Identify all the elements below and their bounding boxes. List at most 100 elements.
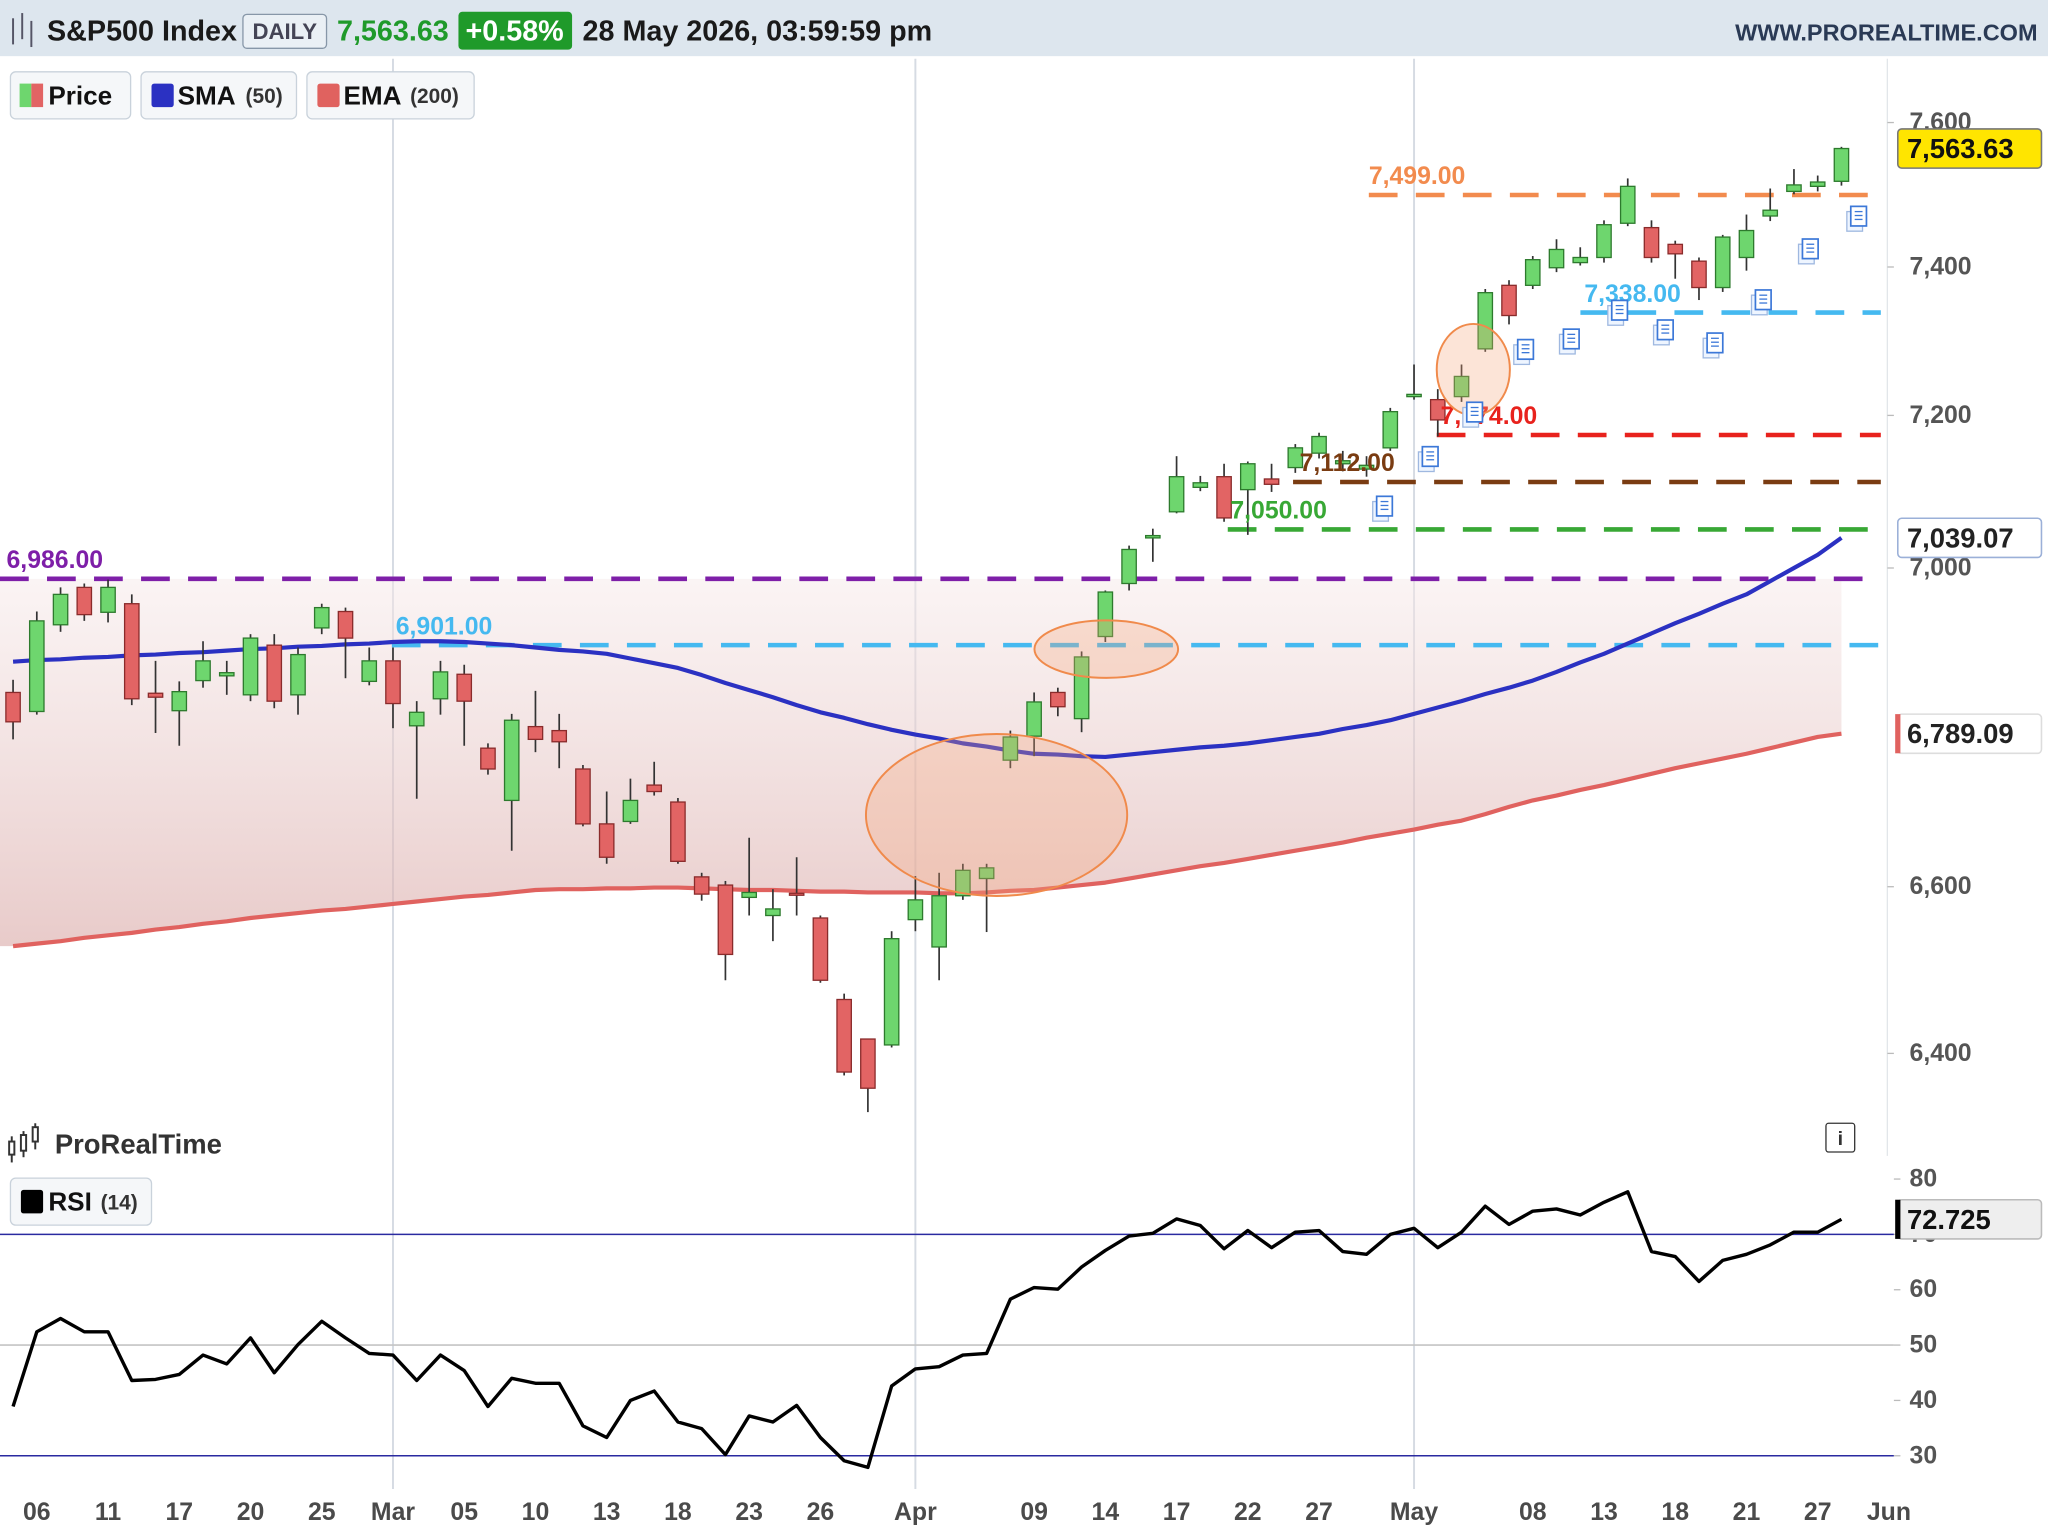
candle-body (1097, 591, 1114, 638)
cloud (0, 578, 1842, 947)
candle-body (907, 899, 924, 921)
candle-body (1548, 248, 1565, 269)
candle-body (52, 593, 69, 626)
candle-body (1809, 181, 1826, 188)
candle-body (931, 895, 947, 948)
candle-body (456, 673, 473, 702)
x-tick-label: 17 (1163, 1499, 1191, 1526)
candle-body (1358, 464, 1375, 470)
last-value-bar (1895, 1199, 1901, 1239)
candle-body (290, 653, 306, 696)
candle-body (432, 671, 449, 700)
candle-body (218, 672, 235, 677)
level-label: 6,901.00 (396, 613, 493, 640)
legend-button[interactable] (306, 71, 475, 120)
indicator-line (12, 536, 1843, 760)
legend-label: EMA (344, 80, 402, 110)
candle-body (812, 917, 829, 981)
legend-param: (14) (101, 1191, 138, 1214)
candle-body (860, 1038, 876, 1089)
y-tick-label: 7,200 (1910, 402, 1972, 429)
last-value-label: 72.725 (1907, 1204, 1991, 1235)
candle-body (1168, 476, 1185, 513)
candle-body (76, 586, 93, 616)
instrument: S&P500 Index (47, 15, 237, 47)
x-tick-label: 08 (1519, 1499, 1547, 1526)
y-tick-label: 7,400 (1910, 253, 1972, 280)
x-tick-label: 23 (735, 1499, 763, 1526)
legend-swatch (151, 83, 174, 108)
annotations: 6,986.00 6,901.00 7,050.00 7,112.00 7,174.00… (7, 163, 1868, 897)
candle-body (1572, 256, 1589, 264)
x-tick-label: 13 (593, 1499, 621, 1526)
change-box (458, 11, 573, 50)
news-icon (1558, 328, 1580, 355)
legend-swatch (31, 83, 44, 108)
period-box (242, 13, 328, 49)
x-tick-label: Jun (1867, 1499, 1911, 1526)
y-tick-label: 7,000 (1910, 554, 1972, 581)
last-price: 7,563.63 (337, 15, 449, 47)
candles (5, 146, 1850, 1113)
news-icon (1417, 445, 1439, 473)
candle-body (1453, 375, 1470, 398)
candle-body (385, 660, 401, 705)
datetime: 28 May 2026, 03:59:59 pm (583, 15, 933, 47)
candle-body (28, 620, 45, 713)
annotation-ellipse (1033, 619, 1180, 679)
candle-body (883, 938, 900, 1046)
y-tick-label: 80 (1910, 1166, 1938, 1193)
candle-body (1596, 224, 1612, 259)
candle-body (1477, 292, 1494, 350)
legend-param: (50) (246, 85, 283, 108)
candle-body (788, 892, 805, 896)
x-tick-label: 09 (1020, 1499, 1048, 1526)
y-tick-label: 60 (1910, 1276, 1938, 1303)
candle-body (1691, 260, 1707, 289)
candle-body (955, 869, 971, 897)
legend-swatch (317, 83, 340, 108)
candle-body (5, 691, 21, 723)
candle-body (1239, 463, 1256, 491)
last-value-label: 7,563.63 (1907, 133, 2014, 164)
legend-param: (200) (410, 85, 459, 108)
news-icon-page (1754, 289, 1772, 311)
levels (0, 192, 1881, 648)
x-tick-label: 11 (95, 1499, 121, 1526)
candle-body (717, 884, 734, 956)
legend-swatch (20, 1189, 44, 1214)
legend: Price SMA (50) EMA (200) (9, 71, 475, 120)
y-tick-label: 50 (1910, 1332, 1938, 1359)
candle-body (1144, 534, 1161, 539)
candle-body (1714, 236, 1731, 289)
indicator-lines (11, 536, 1843, 1470)
candle-body (1216, 476, 1232, 519)
candle-body (670, 801, 686, 862)
news-icon (1607, 299, 1629, 326)
x-tick-label: 21 (1733, 1499, 1761, 1526)
candle-body (1643, 226, 1660, 259)
x-tick-label: 27 (1804, 1499, 1832, 1526)
candle-body (1524, 259, 1541, 286)
candle-body (195, 660, 211, 682)
x-tick-label: 22 (1234, 1499, 1262, 1526)
x-tick-label: 06 (23, 1499, 51, 1526)
candle-body (1382, 410, 1399, 449)
candle-body (480, 747, 496, 770)
y-tick-label: 6,400 (1910, 1040, 1972, 1067)
candle-body (242, 637, 259, 696)
news-icon (1702, 332, 1724, 359)
candle-body (100, 586, 116, 613)
legend-button[interactable] (9, 1177, 153, 1226)
last-value-label: 7,039.07 (1907, 522, 2014, 553)
level-label: 6,986.00 (7, 547, 104, 574)
indicator-line (12, 731, 1842, 949)
candle-body (503, 719, 520, 802)
news-icon (1750, 289, 1772, 316)
candle-body (598, 823, 615, 858)
x-tick-label: 18 (664, 1499, 692, 1526)
candle-body (1334, 460, 1351, 465)
info-button[interactable] (1825, 1122, 1856, 1153)
legend-button[interactable] (140, 71, 298, 120)
candle-body (693, 876, 710, 895)
